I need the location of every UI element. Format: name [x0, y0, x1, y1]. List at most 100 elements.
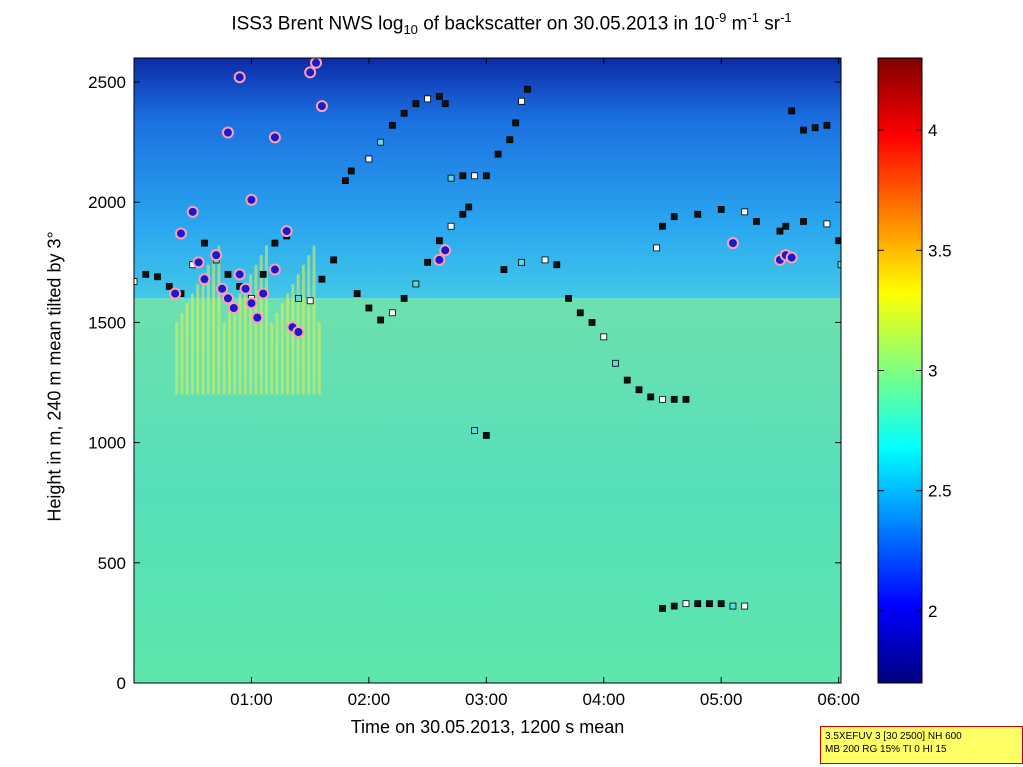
x-tick-label: 01:00 [230, 690, 273, 709]
colorbar-tick-label: 2.5 [928, 482, 952, 501]
cloud-base-marker [400, 294, 408, 302]
cloud-base-marker [388, 309, 396, 317]
cloud-base-marker [435, 93, 443, 100]
cloud-base-marker [518, 258, 525, 266]
precip-marker [304, 66, 317, 79]
cloud-base-marker [471, 172, 478, 180]
cloud-base-marker [377, 138, 385, 146]
cloud-base-marker [682, 395, 690, 403]
precip-streak [201, 274, 205, 395]
cloud-base-marker [353, 290, 361, 297]
cloud-base-marker [400, 109, 408, 117]
cloud-base-marker [576, 309, 584, 317]
cloud-base-marker [459, 172, 467, 180]
precip-streak [243, 283, 247, 395]
precip-streak [175, 322, 179, 395]
cloud-base-marker [717, 206, 725, 213]
y-tick-label: 1000 [88, 434, 126, 453]
precip-streak [280, 303, 284, 395]
precip-streak [312, 245, 316, 395]
precip-marker [251, 311, 264, 324]
cloud-base-marker [518, 97, 525, 105]
precip-streak [233, 303, 237, 395]
cloud-base-marker [512, 119, 520, 127]
cloud-base-marker [295, 294, 302, 302]
precip-streak [259, 255, 263, 395]
precip-marker [439, 244, 452, 257]
precip-streak [286, 293, 290, 395]
precip-marker [221, 126, 234, 139]
cloud-base-marker [659, 222, 666, 230]
cloud-base-marker [412, 100, 420, 108]
cloud-base-marker [659, 605, 666, 612]
cloud-base-marker [659, 395, 666, 403]
cloud-base-marker [694, 210, 702, 218]
cloud-base-marker [134, 278, 138, 285]
cloud-base-marker [482, 172, 490, 180]
cloud-base-marker [706, 600, 713, 608]
precip-marker [268, 131, 281, 144]
y-tick-label: 2500 [88, 73, 126, 92]
settings-line-2: MB 200 RG 15% TI 0 HI 15 [825, 744, 947, 755]
x-tick-label: 04:00 [582, 690, 625, 709]
cloud-base-marker [330, 256, 338, 264]
data-markers [134, 58, 841, 612]
cloud-base-marker [412, 280, 420, 288]
settings-box: 3.5XEFUV 3 [30 2500] NH 600 MB 200 RG 15… [820, 726, 1023, 764]
precip-streak [254, 264, 258, 395]
precip-streak [196, 283, 200, 395]
cloud-base-marker [835, 237, 841, 245]
cloud-base-marker [482, 432, 490, 439]
precip-marker [292, 326, 305, 339]
colorbar-tick-label: 2 [928, 602, 937, 621]
x-tick-label: 02:00 [348, 690, 391, 709]
cloud-base-marker [588, 319, 596, 326]
precip-marker [210, 249, 223, 262]
cloud-base-marker [741, 602, 749, 610]
y-tick-label: 500 [98, 554, 126, 573]
colorbar-scale [877, 57, 923, 684]
cloud-base-marker [753, 218, 760, 225]
cloud-base-marker [465, 203, 473, 211]
cloud-base-marker [424, 95, 432, 103]
cloud-base-marker [776, 227, 784, 235]
cloud-base-marker [341, 177, 349, 184]
cloud-base-marker [388, 121, 396, 129]
chart-title: ISS3 Brent NWS log10 of backscatter on 3… [231, 10, 792, 38]
cloud-base-marker [506, 136, 514, 144]
precip-marker [257, 287, 270, 300]
precip-marker [239, 282, 252, 295]
precip-marker [186, 205, 199, 218]
precip-streak [180, 312, 184, 395]
cloud-base-marker [729, 602, 737, 610]
cloud-base-marker [142, 270, 150, 278]
cloud-base-marker [541, 256, 549, 264]
cloud-base-marker [653, 244, 661, 252]
precip-streak [307, 255, 311, 395]
precip-marker [280, 225, 293, 238]
precip-streak [264, 245, 268, 395]
settings-line-1: 3.5XEFUV 3 [30 2500] NH 600 [825, 731, 962, 742]
x-axis-ticks: 01:00 02:00 03:00 04:00 05:00 06:00 [230, 58, 860, 709]
x-axis-label: Time on 30.05.2013, 1200 s mean [350, 717, 625, 737]
precip-marker [245, 297, 258, 310]
x-tick-label: 06:00 [817, 690, 860, 709]
cloud-base-marker [788, 107, 796, 115]
x-tick-label: 05:00 [700, 690, 743, 709]
precip-marker [233, 268, 246, 281]
cloud-base-marker [259, 270, 267, 278]
cloud-base-marker [682, 600, 690, 608]
cloud-base-marker [623, 376, 631, 384]
cloud-base-marker [306, 297, 314, 305]
cloud-base-marker [165, 282, 173, 290]
precip-streak [270, 322, 274, 395]
precip-marker [198, 273, 211, 286]
precip-marker [227, 302, 240, 314]
cloud-base-marker [600, 333, 608, 341]
cloud-base-marker [670, 395, 678, 403]
cloud-base-marker [365, 304, 373, 312]
cloud-base-marker [800, 126, 807, 134]
cloud-base-marker [471, 427, 478, 434]
cloud-base-marker [811, 124, 819, 132]
colorbar-tick-label: 3.5 [928, 241, 952, 260]
